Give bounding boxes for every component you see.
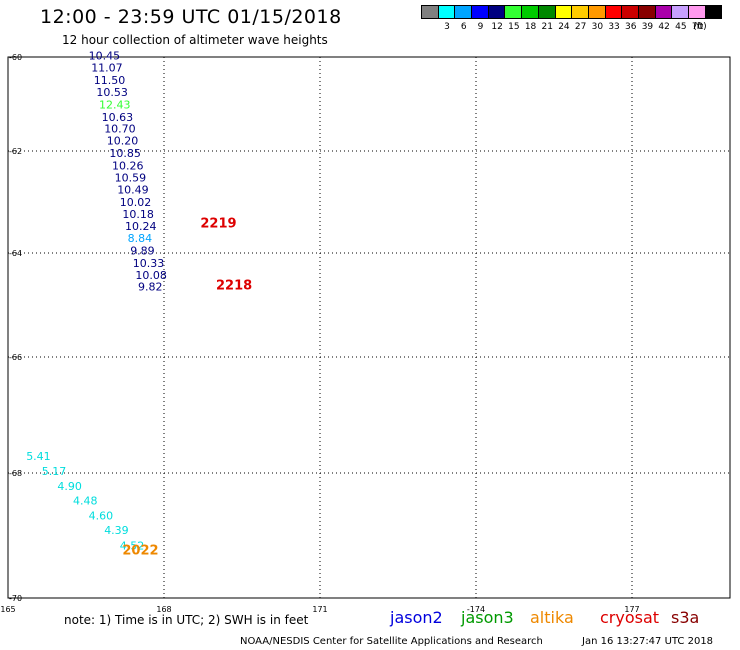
wave-height-value: 9.82 (138, 281, 163, 294)
y-tick-label: -60 (9, 53, 22, 62)
wave-height-value: 10.26 (112, 160, 144, 173)
scale-tick-label: 36 (625, 22, 637, 32)
wave-height-value: 10.53 (96, 86, 128, 99)
wave-height-value: 11.50 (94, 74, 126, 87)
plot-border (7, 56, 731, 599)
wave-height-value: 8.84 (128, 232, 153, 245)
satellite-legend-altika: altika (530, 608, 574, 627)
x-tick-label: -174 (467, 605, 485, 614)
scale-unit-label: (ft) (693, 22, 707, 32)
y-tick-label: -64 (9, 249, 22, 258)
scale-tick-label: 15 (508, 22, 520, 32)
track-time-label: 2218 (216, 279, 252, 294)
scale-tick-label: 12 (491, 22, 503, 32)
x-tick-label: 165 (0, 605, 15, 614)
scale-tick-label: 39 (641, 22, 654, 32)
wave-height-value: 10.08 (135, 269, 167, 282)
scale-tick-label: 33 (608, 22, 620, 32)
wave-height-value: 10.49 (117, 183, 149, 196)
scale-tick-label: 27 (574, 22, 587, 32)
scale-tick-label: 9 (477, 22, 484, 32)
satellite-legend-jason3: jason3 (461, 608, 514, 627)
scale-tick-label: 18 (524, 22, 537, 32)
scale-tick-label: 30 (591, 22, 604, 32)
scale-tick-label: 70 (691, 22, 704, 32)
wave-height-value: 10.18 (122, 208, 153, 221)
x-tick-label: 177 (624, 605, 639, 614)
scale-tick-label: 3 (444, 22, 450, 32)
wave-height-value: 11.07 (91, 62, 123, 75)
footer-timestamp: Jan 16 13:27:47 UTC 2018 (582, 636, 714, 647)
wave-height-value: 10.63 (102, 111, 134, 124)
y-tick-label: -62 (9, 147, 22, 156)
wave-height-value: 10.33 (133, 257, 165, 270)
wave-height-value: 4.90 (57, 480, 82, 493)
satellite-legend-jason2: jason2 (390, 608, 443, 627)
y-tick-label: -68 (9, 469, 22, 478)
x-tick-label: 168 (156, 605, 171, 614)
wave-height-value: 4.52 (120, 539, 145, 552)
wave-height-value: 10.24 (125, 220, 157, 233)
wave-height-value: 4.39 (104, 524, 129, 537)
wave-height-value: 10.59 (115, 171, 147, 184)
wave-height-value: 10.85 (109, 147, 140, 160)
scale-tick-label: 6 (460, 22, 467, 32)
wave-height-value: 5.41 (26, 450, 51, 463)
wave-height-value: 10.45 (89, 50, 121, 63)
y-tick-label: -66 (9, 353, 22, 362)
wave-height-value: 4.48 (73, 494, 98, 507)
satellite-legend-cryosat: cryosat (600, 608, 660, 627)
wave-height-value: 12.43 (99, 98, 131, 111)
scale-tick-label: 24 (558, 22, 570, 32)
y-tick-label: -70 (9, 594, 22, 603)
wave-height-value: 9.89 (130, 244, 155, 257)
wave-height-value: 10.70 (104, 123, 136, 136)
wave-height-value: 10.02 (120, 196, 152, 209)
chart-title: 12:00 - 23:59 UTC 01/15/2018 (40, 6, 342, 28)
scale-tick-label: 45 (675, 22, 687, 32)
footer-note: note: 1) Time is in UTC; 2) SWH is in fe… (64, 613, 309, 627)
scale-tick-label: 21 (541, 22, 553, 32)
wave-height-value: 10.20 (107, 135, 139, 148)
wave-height-value: 4.60 (89, 510, 114, 523)
color-scale (421, 5, 723, 19)
x-tick-label: 171 (312, 605, 327, 614)
wave-height-value: 5.17 (42, 465, 67, 478)
scale-tick-label: 42 (658, 22, 670, 32)
track-time-label: 2219 (200, 216, 236, 231)
chart-subtitle: 12 hour collection of altimeter wave hei… (62, 33, 328, 47)
satellite-legend-s3a: s3a (671, 608, 700, 627)
track-time-label: 2022 (122, 544, 158, 559)
scale-swatch (704, 5, 723, 19)
footer-credit: NOAA/NESDIS Center for Satellite Applica… (240, 636, 543, 647)
